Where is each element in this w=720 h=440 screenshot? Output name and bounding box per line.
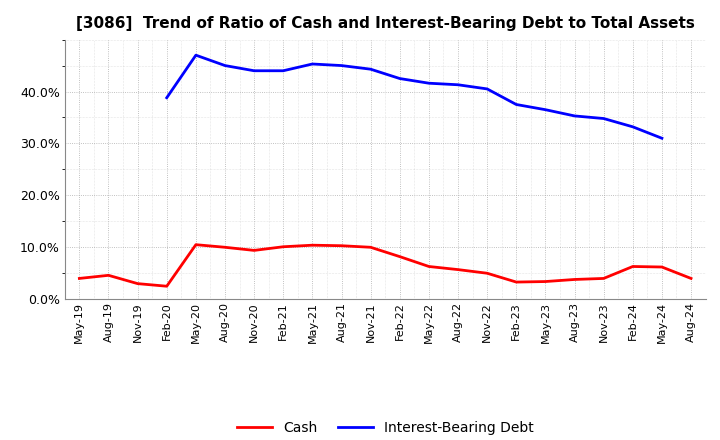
Cash: [337, 243, 346, 248]
Cash: [512, 279, 521, 285]
Line: Cash: Cash: [79, 245, 691, 286]
Cash: [629, 264, 637, 269]
Line: Interest-Bearing Debt: Interest-Bearing Debt: [167, 55, 662, 138]
Cash: [541, 279, 550, 284]
Interest-Bearing Debt: [657, 136, 666, 141]
Cash: [250, 248, 258, 253]
Cash: [308, 242, 317, 248]
Interest-Bearing Debt: [279, 68, 287, 73]
Interest-Bearing Debt: [483, 86, 492, 92]
Interest-Bearing Debt: [395, 76, 404, 81]
Cash: [220, 245, 229, 250]
Interest-Bearing Debt: [337, 63, 346, 68]
Interest-Bearing Debt: [629, 124, 637, 129]
Interest-Bearing Debt: [220, 63, 229, 68]
Cash: [75, 276, 84, 281]
Interest-Bearing Debt: [425, 81, 433, 86]
Cash: [133, 281, 142, 286]
Interest-Bearing Debt: [454, 82, 462, 88]
Interest-Bearing Debt: [541, 107, 550, 112]
Cash: [104, 273, 113, 278]
Interest-Bearing Debt: [512, 102, 521, 107]
Interest-Bearing Debt: [366, 66, 375, 72]
Cash: [425, 264, 433, 269]
Legend: Cash, Interest-Bearing Debt: Cash, Interest-Bearing Debt: [231, 415, 539, 440]
Cash: [192, 242, 200, 247]
Interest-Bearing Debt: [192, 52, 200, 58]
Interest-Bearing Debt: [163, 95, 171, 100]
Interest-Bearing Debt: [308, 61, 317, 66]
Cash: [599, 276, 608, 281]
Cash: [366, 245, 375, 250]
Cash: [483, 271, 492, 276]
Title: [3086]  Trend of Ratio of Cash and Interest-Bearing Debt to Total Assets: [3086] Trend of Ratio of Cash and Intere…: [76, 16, 695, 32]
Cash: [657, 264, 666, 270]
Cash: [163, 284, 171, 289]
Interest-Bearing Debt: [570, 113, 579, 118]
Cash: [570, 277, 579, 282]
Cash: [454, 267, 462, 272]
Interest-Bearing Debt: [250, 68, 258, 73]
Cash: [395, 254, 404, 259]
Cash: [687, 276, 696, 281]
Cash: [279, 244, 287, 249]
Interest-Bearing Debt: [599, 116, 608, 121]
